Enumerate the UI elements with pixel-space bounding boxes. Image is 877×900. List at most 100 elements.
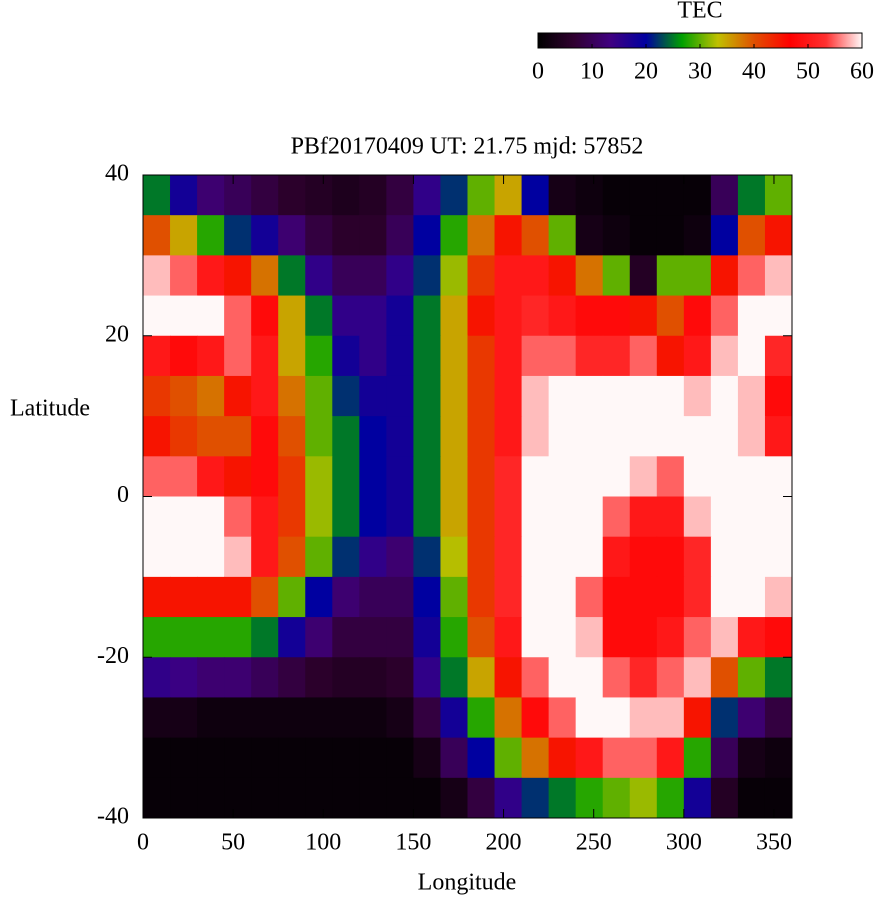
heatmap-cell	[467, 175, 496, 216]
heatmap-cell	[143, 375, 171, 417]
heatmap-cell	[656, 215, 685, 256]
heatmap-cell	[710, 375, 739, 417]
heatmap-cell	[440, 375, 468, 417]
heatmap-cell	[305, 416, 333, 457]
heatmap-cell	[629, 536, 658, 578]
heatmap-cell	[332, 737, 360, 779]
heatmap-cell	[737, 456, 766, 497]
heatmap-cell	[683, 255, 712, 297]
heatmap-cell	[575, 777, 604, 819]
heatmap-cell	[386, 255, 414, 297]
heatmap-cell	[278, 737, 306, 779]
heatmap-cell	[629, 617, 658, 658]
heatmap-cell	[251, 777, 279, 819]
heatmap-cell	[521, 175, 550, 216]
heatmap-cell	[521, 335, 550, 377]
heatmap-cell	[764, 777, 793, 819]
heatmap-cell	[170, 175, 198, 216]
heatmap-cell	[251, 375, 279, 417]
heatmap-cell	[386, 496, 414, 538]
heatmap-cell	[737, 617, 766, 658]
y-tick-label: 0	[117, 482, 129, 508]
heatmap-cell	[710, 335, 739, 377]
heatmap-cell	[224, 215, 252, 256]
heatmap-cell	[467, 536, 496, 578]
heatmap-cell	[386, 215, 414, 256]
heatmap-cell	[467, 657, 496, 698]
heatmap-cell	[764, 416, 793, 457]
heatmap-cell	[737, 295, 766, 337]
heatmap-cell	[737, 777, 766, 819]
heatmap-cell	[602, 657, 631, 698]
heatmap-cell	[602, 456, 631, 497]
heatmap-cell	[629, 295, 658, 337]
colorbar-tick-label: 40	[742, 59, 766, 85]
heatmap-cell	[467, 255, 496, 297]
heatmap-cell	[629, 657, 658, 698]
heatmap-cell	[224, 657, 252, 698]
heatmap-cell	[656, 737, 685, 779]
heatmap-cell	[413, 175, 441, 216]
heatmap-cell	[575, 617, 604, 658]
heatmap-cell	[548, 697, 577, 739]
y-tick-label: 40	[105, 161, 129, 187]
heatmap-cell	[764, 175, 793, 216]
heatmap-cell	[467, 777, 496, 819]
heatmap-cell	[467, 737, 496, 779]
heatmap-cell	[575, 175, 604, 216]
heatmap-cell	[197, 777, 225, 819]
heatmap-cell	[548, 617, 577, 658]
heatmap-cell	[413, 255, 441, 297]
heatmap-cell	[494, 536, 523, 578]
heatmap-cell	[332, 456, 360, 497]
x-tick-label: 50	[221, 830, 245, 856]
heatmap-cell	[251, 697, 279, 739]
heatmap-cell	[548, 657, 577, 698]
heatmap-cell	[278, 777, 306, 819]
heatmap-cell	[494, 617, 523, 658]
heatmap-cell	[305, 335, 333, 377]
colorbar-tick-label: 50	[796, 59, 820, 85]
heatmap-cell	[629, 375, 658, 417]
heatmap-cell	[278, 215, 306, 256]
heatmap-cell	[305, 215, 333, 256]
heatmap-cell	[575, 697, 604, 739]
heatmap-cell	[197, 416, 225, 457]
heatmap-cell	[251, 737, 279, 779]
heatmap-cell	[494, 255, 523, 297]
heatmap-cell	[548, 536, 577, 578]
heatmap-cell	[521, 375, 550, 417]
heatmap-cell	[170, 777, 198, 819]
heatmap-cell	[278, 295, 306, 337]
heatmap-cell	[548, 737, 577, 779]
heatmap-cell	[467, 496, 496, 538]
heatmap-cell	[413, 215, 441, 256]
heatmap-cell	[224, 777, 252, 819]
colorbar-tick-label: 20	[634, 59, 658, 85]
heatmap-cell	[197, 617, 225, 658]
heatmap-cell	[224, 576, 252, 618]
heatmap-cell	[683, 697, 712, 739]
heatmap-cell	[440, 777, 468, 819]
heatmap-cell	[521, 737, 550, 779]
heatmap-cell	[224, 335, 252, 377]
heatmap-cell	[305, 496, 333, 538]
heatmap-cell	[440, 215, 468, 256]
heatmap-cell	[710, 496, 739, 538]
heatmap-cell	[278, 576, 306, 618]
heatmap-cell	[467, 335, 496, 377]
heatmap-cell	[224, 175, 252, 216]
heatmap-cell	[710, 255, 739, 297]
heatmap-cell	[737, 255, 766, 297]
heatmap-cell	[737, 576, 766, 618]
heatmap-cell	[683, 416, 712, 457]
heatmap-cell	[629, 255, 658, 297]
heatmap-cell	[359, 295, 387, 337]
heatmap-cell	[440, 536, 468, 578]
x-tick-label: 300	[666, 830, 702, 856]
heatmap-cell	[710, 617, 739, 658]
heatmap-cell	[521, 295, 550, 337]
heatmap-cell	[413, 456, 441, 497]
heatmap-cell	[494, 657, 523, 698]
heatmap-cell	[548, 255, 577, 297]
